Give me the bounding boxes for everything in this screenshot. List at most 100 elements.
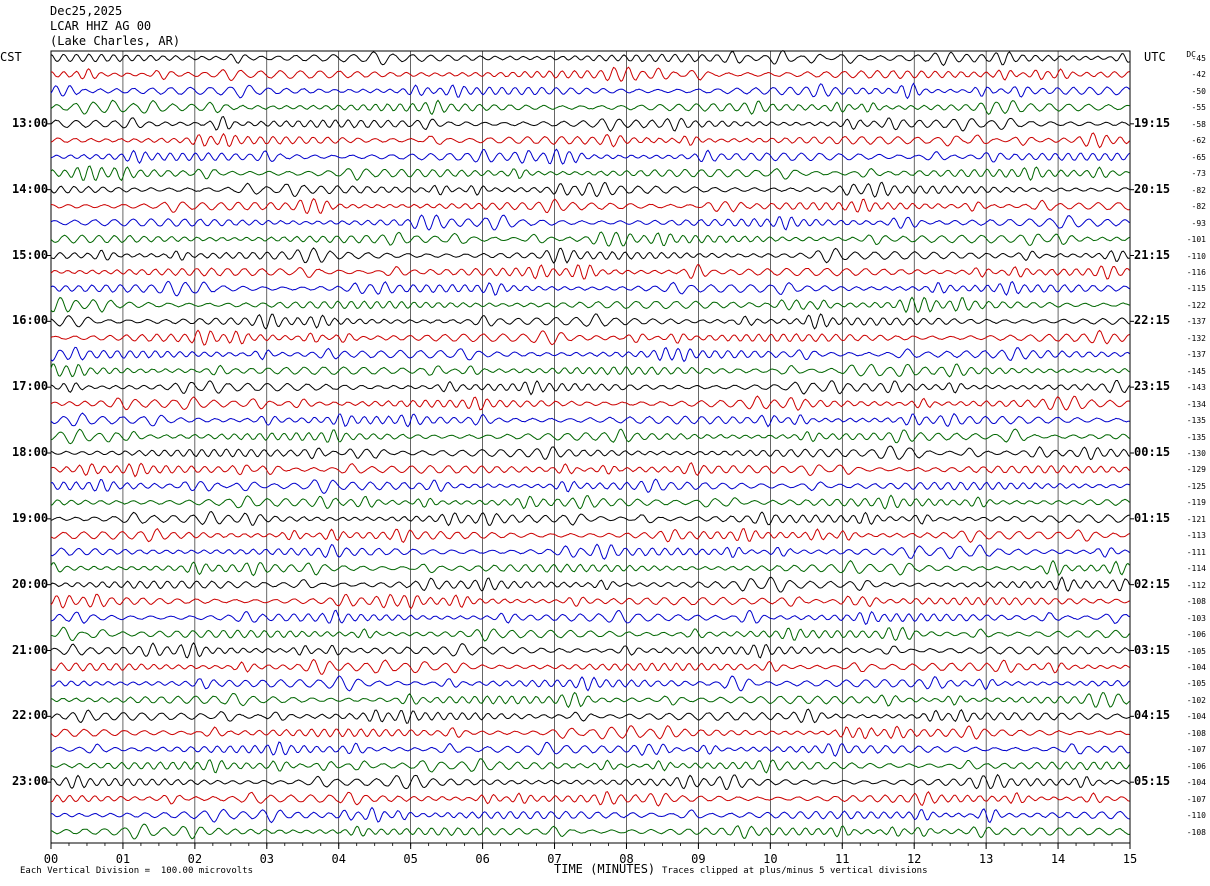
dc-offset-value: -73 <box>1191 169 1206 179</box>
seismic-trace <box>50 66 1130 82</box>
scale-note: Each Vertical Division = 100.00 microvol… <box>20 866 253 876</box>
seismic-trace <box>50 806 1130 824</box>
seismic-trace <box>50 609 1130 625</box>
x-tick-label: 05 <box>403 852 418 866</box>
dc-offset-header: DC <box>1186 50 1196 59</box>
left-hour-label: 21:00 <box>12 642 49 657</box>
seismic-trace <box>50 50 1130 67</box>
dc-offset-value: -115 <box>1186 284 1206 294</box>
seismic-trace <box>50 313 1130 330</box>
seismic-trace <box>50 559 1130 577</box>
seismic-trace <box>50 543 1130 560</box>
left-hour-label: 23:00 <box>12 774 49 789</box>
x-tick-label: 03 <box>259 852 275 866</box>
dc-offset-value: -108 <box>1186 827 1206 837</box>
dc-offset-value: -104 <box>1186 778 1206 788</box>
right-hour-label: 04:15 <box>1134 708 1171 723</box>
x-tick-label: 14 <box>1050 852 1066 866</box>
dc-offset-value: -114 <box>1186 564 1206 574</box>
x-tick-label: 01 <box>115 852 131 866</box>
x-tick-label: 04 <box>331 852 346 866</box>
dc-offset-value: -110 <box>1186 811 1206 821</box>
dc-offset-value: -65 <box>1191 152 1206 162</box>
right-timezone-label: UTC <box>1144 50 1166 64</box>
seismic-trace <box>50 329 1130 346</box>
x-axis-label: TIME (MINUTES) <box>554 862 656 876</box>
station-id: LCAR HHZ AG 00 <box>50 19 152 33</box>
seismic-trace <box>50 691 1130 709</box>
right-hour-label: 21:15 <box>1134 247 1171 262</box>
dc-offset-value: -106 <box>1186 630 1206 640</box>
seismic-trace <box>50 741 1130 757</box>
seismic-trace <box>50 758 1130 774</box>
seismic-trace <box>50 593 1130 610</box>
dc-offset-value: -82 <box>1191 202 1206 212</box>
plot-date: Dec25,2025 <box>50 4 123 18</box>
dc-offset-value: -121 <box>1186 514 1206 524</box>
dc-offset-value: -107 <box>1186 745 1206 755</box>
seismic-trace <box>50 445 1130 461</box>
dc-offset-value: -137 <box>1186 317 1206 327</box>
right-hour-label: 22:15 <box>1134 313 1171 328</box>
dc-offset-value: -50 <box>1191 86 1206 96</box>
seismic-trace <box>50 148 1130 165</box>
right-hour-label: 19:15 <box>1134 115 1171 130</box>
seismic-trace <box>50 494 1130 510</box>
seismic-trace <box>50 82 1130 100</box>
right-hour-label: 05:15 <box>1134 774 1171 789</box>
dc-offset-value: -119 <box>1186 498 1206 508</box>
left-hour-label: 18:00 <box>12 445 49 459</box>
x-tick-label: 09 <box>691 852 706 866</box>
x-tick-label: 07 <box>547 852 562 866</box>
dc-offset-value: -135 <box>1186 432 1206 442</box>
dc-offset-value: -108 <box>1186 728 1206 738</box>
seismic-trace <box>50 280 1130 297</box>
dc-offset-value: -112 <box>1186 580 1206 590</box>
dc-offset-value: -55 <box>1191 103 1206 113</box>
x-tick-label: 08 <box>619 852 634 866</box>
seismic-trace <box>50 346 1130 363</box>
dc-offset-value: -125 <box>1186 481 1206 491</box>
left-hour-label: 19:00 <box>12 510 49 525</box>
seismic-trace <box>50 380 1130 396</box>
dc-offset-value: -135 <box>1186 416 1206 426</box>
chart-grid <box>47 50 1134 849</box>
seismic-trace <box>50 412 1130 428</box>
seismic-trace <box>50 576 1130 593</box>
seismic-trace <box>50 247 1130 264</box>
dc-offset-value: -134 <box>1186 399 1206 409</box>
dc-offset-value: -105 <box>1186 646 1206 656</box>
dc-offset-value: -105 <box>1186 679 1206 689</box>
seismic-trace <box>50 823 1130 840</box>
dc-offset-value: -145 <box>1186 366 1206 376</box>
station-location: (Lake Charles, AR) <box>50 34 181 48</box>
dc-offset-value: -101 <box>1186 235 1206 245</box>
seismic-trace <box>50 99 1130 116</box>
seismic-trace <box>50 642 1130 659</box>
right-hour-label: 01:15 <box>1134 510 1171 525</box>
seismic-trace <box>50 626 1130 642</box>
x-tick-label: 00 <box>43 852 59 866</box>
dc-offset-value: -107 <box>1186 794 1206 804</box>
x-tick-label: 12 <box>906 852 922 866</box>
dc-offset-value: -62 <box>1191 136 1206 146</box>
right-hour-label: 23:15 <box>1134 379 1171 394</box>
left-hour-label: 17:00 <box>12 379 49 394</box>
seismic-trace <box>50 165 1130 182</box>
x-tick-label: 13 <box>978 852 994 866</box>
left-hour-label: 16:00 <box>12 313 49 328</box>
left-hour-label: 22:00 <box>12 708 49 723</box>
right-hour-label: 20:15 <box>1134 181 1171 196</box>
dc-offset-value: -113 <box>1186 531 1206 541</box>
dc-offset-value: -102 <box>1186 695 1206 705</box>
seismic-trace <box>50 773 1130 790</box>
dc-offset-value: -106 <box>1186 761 1206 771</box>
dc-offset-value: -132 <box>1186 333 1206 343</box>
dc-offset-value: -137 <box>1186 350 1206 360</box>
left-hour-label: 20:00 <box>12 576 49 591</box>
seismic-trace <box>50 116 1130 132</box>
left-hour-label: 14:00 <box>12 181 49 196</box>
left-timezone-label: CST <box>0 50 22 64</box>
dc-offset-value: -45 <box>1191 54 1206 63</box>
right-hour-label: 03:15 <box>1134 642 1171 657</box>
